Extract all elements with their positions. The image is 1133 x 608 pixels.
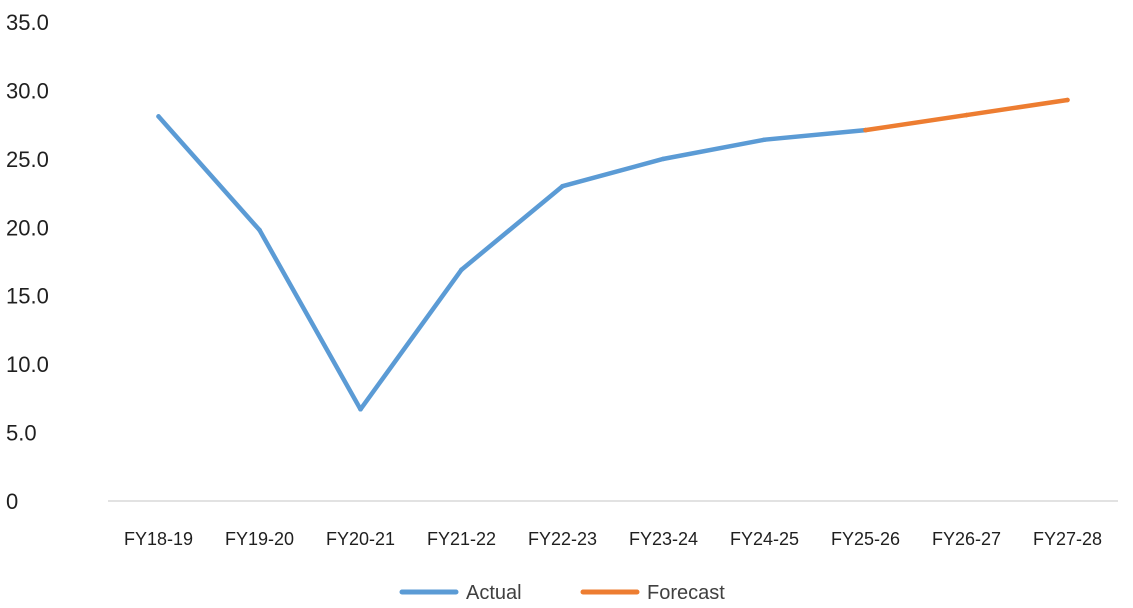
data-point (762, 137, 767, 142)
legend-label: Actual (466, 582, 522, 604)
series-actual (156, 114, 868, 412)
x-tick-label: FY18-19 (124, 529, 193, 549)
x-tick-label: FY20-21 (326, 529, 395, 549)
y-tick-label: 35.0 (6, 10, 49, 35)
x-tick-label: FY24-25 (730, 529, 799, 549)
legend-label: Forecast (647, 582, 725, 604)
series-segment (459, 183, 565, 272)
x-tick-label: FY26-27 (932, 529, 1001, 549)
x-tick-label: FY27-28 (1033, 529, 1102, 549)
data-point (863, 127, 868, 133)
data-point (156, 114, 161, 119)
legend-item-actual: Actual (399, 582, 522, 604)
series-lines (156, 97, 1070, 412)
x-tick-label: FY23-24 (629, 529, 698, 549)
series-segment (358, 267, 464, 412)
data-point (661, 156, 666, 162)
y-tick-label: 20.0 (6, 215, 49, 240)
data-point (964, 112, 969, 118)
x-tick-label: FY21-22 (427, 529, 496, 549)
data-point (257, 227, 262, 233)
y-tick-label: 30.0 (6, 78, 49, 103)
y-tick-label: 0 (6, 489, 18, 514)
series-forecast (863, 97, 1070, 133)
legend: Actual Forecast (399, 582, 725, 604)
series-segment (560, 156, 666, 189)
data-point (560, 183, 565, 189)
y-tick-label: 15.0 (6, 284, 49, 309)
data-point (358, 407, 363, 412)
x-tick-label: FY22-23 (528, 529, 597, 549)
data-point (1065, 97, 1070, 103)
series-segment (661, 137, 767, 162)
series-segment (156, 114, 262, 233)
series-segment (863, 112, 969, 133)
series-segment (257, 227, 363, 412)
y-tick-label: 25.0 (6, 147, 49, 172)
legend-item-forecast: Forecast (580, 582, 725, 604)
x-tick-label: FY19-20 (225, 529, 294, 549)
y-tick-label: 5.0 (6, 421, 37, 446)
x-axis-tick-labels: FY18-19 FY19-20 FY20-21 FY21-22 FY22-23 FY23-… (124, 529, 1102, 549)
data-point (459, 267, 464, 272)
x-tick-label: FY25-26 (831, 529, 900, 549)
y-axis-tick-labels: 0 5.0 10.0 15.0 20.0 25.0 30.0 35.0 (6, 10, 49, 514)
series-segment (762, 127, 868, 142)
y-tick-label: 10.0 (6, 352, 49, 377)
series-segment (964, 97, 1070, 118)
